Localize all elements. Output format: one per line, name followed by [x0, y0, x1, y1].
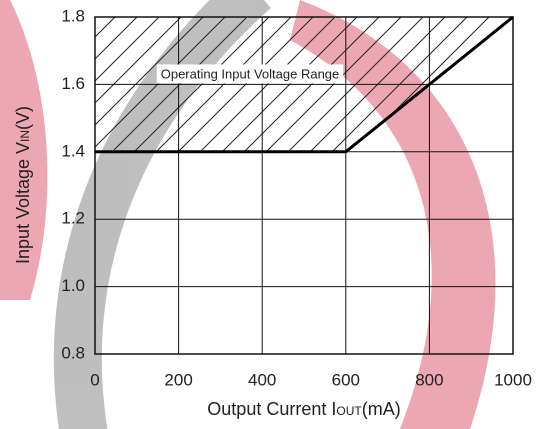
x-axis-label: Output Current IOUT(mA) — [207, 399, 400, 419]
annotation-text: Operating Input Voltage Range — [161, 66, 340, 81]
x-tick-label: 1000 — [494, 370, 532, 389]
y-tick-label: 1.2 — [61, 209, 85, 228]
plot-frame — [94, 16, 514, 355]
x-label-text: Output Current I — [207, 399, 336, 419]
y-tick-label: 1.0 — [61, 276, 85, 295]
annotation-bg — [156, 64, 344, 84]
x-label-unit: (mA) — [362, 399, 401, 419]
x-label-sub: OUT — [336, 404, 362, 418]
y-label-text: Input Voltage V — [13, 142, 33, 264]
x-tick-label: 0 — [90, 370, 99, 389]
x-tick-label: 800 — [415, 370, 443, 389]
x-tick-label: 200 — [164, 370, 192, 389]
y-tick-label: 1.4 — [61, 141, 85, 160]
plot-area: 0 200 400 600 800 1000 0.8 1.0 1.2 1.4 1.6 1.8 Opera… — [61, 6, 532, 389]
y-label-sub: IN — [18, 130, 32, 142]
x-tick-label: 400 — [248, 370, 276, 389]
y-tick-label: 1.6 — [61, 74, 85, 93]
x-tick-label: 600 — [332, 370, 360, 389]
y-label-unit: (V) — [13, 106, 33, 130]
series-line — [95, 15, 514, 154]
y-axis-label: Input Voltage VIN(V) — [13, 106, 33, 264]
y-tick-label: 0.8 — [61, 343, 85, 362]
annotation: Operating Input Voltage Range — [156, 64, 344, 84]
y-tick-label: 1.8 — [61, 6, 85, 25]
